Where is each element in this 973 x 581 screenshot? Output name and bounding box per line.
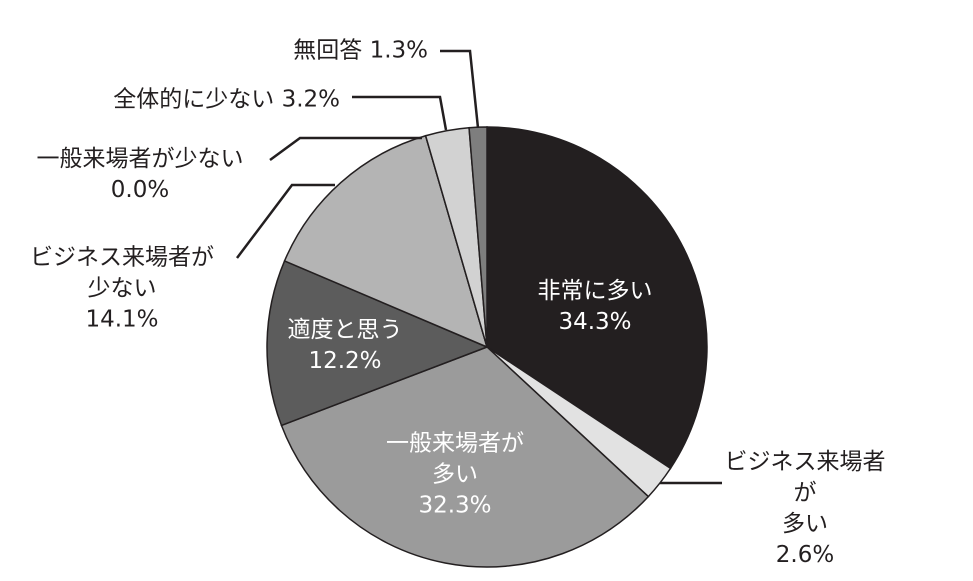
value-label: 34.3% <box>558 309 632 335</box>
value-label: 0.0% <box>110 177 170 203</box>
value-label: 12.2% <box>308 348 382 374</box>
leader-line <box>269 136 422 162</box>
value-label: 2.6% <box>775 542 835 568</box>
category-label: 適度と思う <box>287 317 403 343</box>
pie-slice <box>283 134 489 349</box>
category-label: 無回答 <box>293 37 363 64</box>
category-label: ビジネス来場者が 少ない <box>30 244 214 302</box>
slice-label: 一般来場者が 多い 32.3% <box>386 429 524 522</box>
leader-line <box>440 49 480 129</box>
value-label: 1.3% <box>369 37 428 64</box>
category-label: 一般来場者が 多い <box>386 430 524 488</box>
category-label: ビジネス来場者が 多い <box>724 449 886 537</box>
pie-slice <box>280 346 650 568</box>
slice-label: 無回答 1.3% <box>293 36 428 67</box>
pie-slice <box>266 259 490 427</box>
leader-line <box>352 95 448 131</box>
slice-label: 適度と思う 12.2% <box>288 315 403 377</box>
slice-label: ビジネス来場者が 多い 2.6% <box>721 447 889 571</box>
slice-label: 一般来場者が少ない 0.0% <box>37 144 244 206</box>
category-label: 一般来場者が少ない <box>36 146 244 172</box>
slice-label: ビジネス来場者が 少ない 14.1% <box>30 243 214 336</box>
value-label: 32.3% <box>418 492 492 519</box>
category-label: 非常に多い <box>537 278 653 304</box>
leader-line <box>236 183 335 259</box>
slice-label: 非常に多い 34.3% <box>538 276 653 338</box>
category-label: 全体的に少ない <box>113 86 275 113</box>
value-label: 3.2% <box>281 86 340 113</box>
slice-label: 全体的に少ない 3.2% <box>113 85 340 116</box>
value-label: 14.1% <box>85 306 159 333</box>
